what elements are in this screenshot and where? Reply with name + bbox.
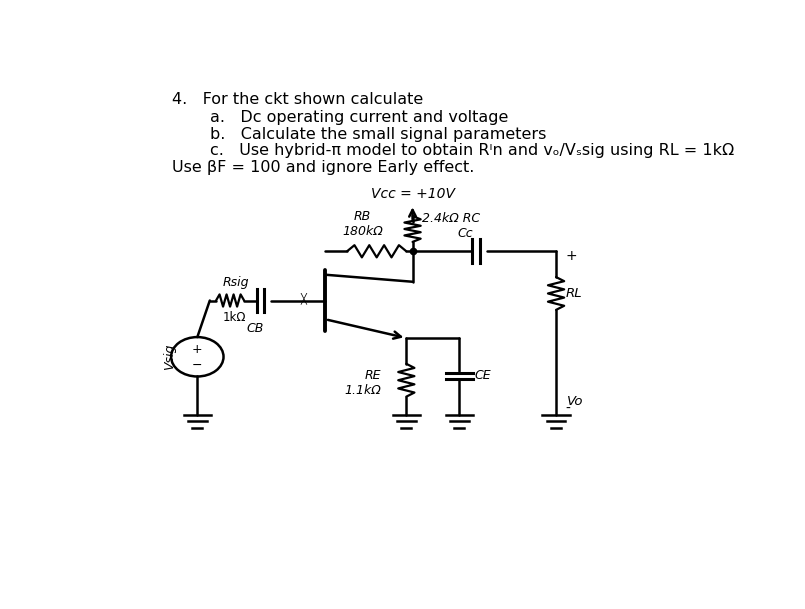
Text: Rsig: Rsig (222, 276, 249, 289)
Text: +: + (565, 249, 577, 263)
Text: c.   Use hybrid-π model to obtain Rᴵn and vₒ/Vₛsig using RL = 1kΩ: c. Use hybrid-π model to obtain Rᴵn and … (210, 144, 734, 158)
Text: Use βF = 100 and ignore Early effect.: Use βF = 100 and ignore Early effect. (172, 160, 475, 175)
Text: b.   Calculate the small signal parameters: b. Calculate the small signal parameters (210, 127, 546, 141)
Text: RE
1.1kΩ: RE 1.1kΩ (345, 368, 382, 396)
Text: 1kΩ: 1kΩ (222, 311, 246, 324)
Text: Vo: Vo (568, 395, 584, 408)
Text: CB: CB (246, 322, 264, 334)
Text: RL: RL (565, 287, 582, 300)
Text: -: - (565, 403, 570, 417)
Text: 2.4kΩ RC: 2.4kΩ RC (422, 212, 480, 225)
Text: Cc: Cc (458, 227, 473, 239)
Text: RB
180kΩ: RB 180kΩ (342, 210, 383, 238)
Text: Vcc = +10V: Vcc = +10V (370, 186, 455, 200)
Text: −: − (192, 359, 203, 371)
Text: Vsig: Vsig (163, 343, 175, 370)
Text: a.   Dc operating current and voltage: a. Dc operating current and voltage (210, 110, 508, 125)
Text: +: + (192, 343, 203, 356)
Text: ╳: ╳ (300, 292, 307, 304)
Text: CE: CE (475, 369, 492, 382)
Text: 4.   For the ckt shown calculate: 4. For the ckt shown calculate (172, 92, 423, 107)
